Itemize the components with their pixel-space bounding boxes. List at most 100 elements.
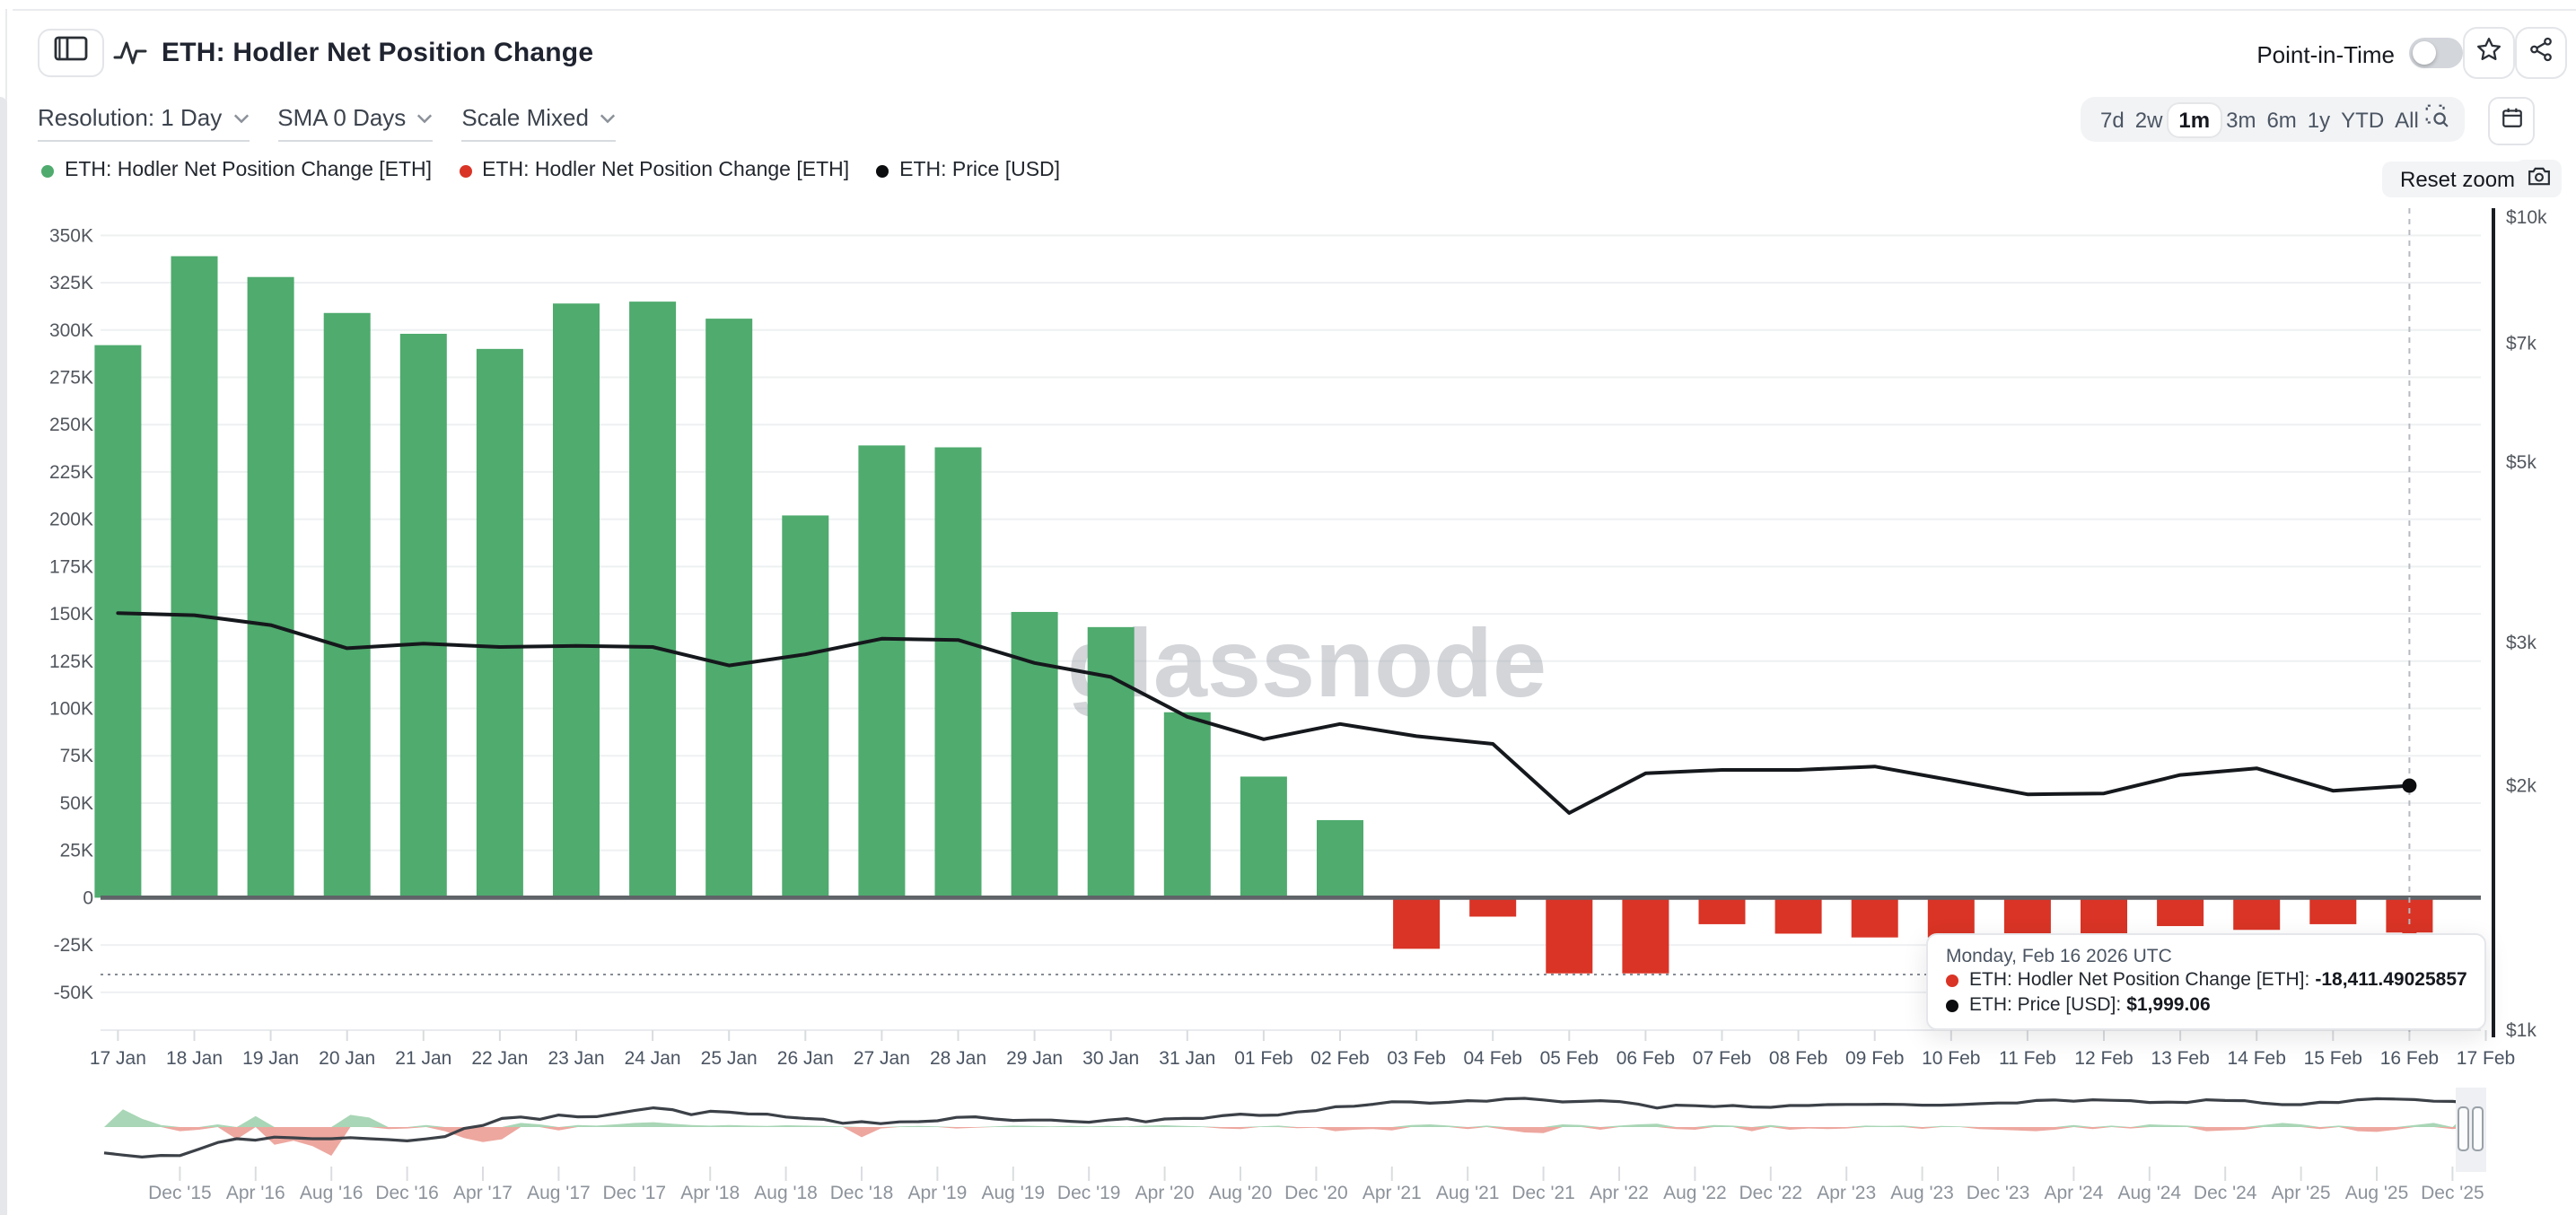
navigator-label: Aug '16 [300, 1183, 364, 1203]
range-option-6m[interactable]: 6m [2266, 107, 2297, 132]
range-option-7d[interactable]: 7d [2100, 107, 2125, 132]
top-divider [13, 9, 2576, 11]
bar-21-Jan[interactable] [399, 333, 447, 898]
bar-07-Feb[interactable] [1698, 897, 1746, 924]
x-axis-label: 14 Feb [2228, 1048, 2286, 1069]
navigator-label: Apr '25 [2272, 1183, 2331, 1203]
bar-10-Feb[interactable] [1927, 897, 1975, 938]
right-axis-tick: $5k [2506, 452, 2537, 473]
sma-dropdown-label: SMA 0 Days [277, 104, 407, 131]
left-edge-strip [0, 97, 7, 1215]
bar-13-Feb[interactable] [2157, 897, 2204, 927]
bar-22-Jan[interactable] [476, 348, 523, 898]
navigator-label: Apr '21 [1362, 1183, 1422, 1203]
x-axis-label: 07 Feb [1693, 1048, 1751, 1069]
screenshot-button[interactable] [2515, 160, 2562, 197]
reset-zoom-button[interactable]: Reset zoom [2382, 162, 2534, 197]
navigator-label: Apr '22 [1590, 1183, 1649, 1203]
range-option-2w[interactable]: 2w [2134, 107, 2163, 132]
calendar-icon [2500, 105, 2523, 137]
bar-15-Feb[interactable] [2309, 897, 2357, 924]
bar-27-Jan[interactable] [858, 445, 906, 898]
x-axis-label: 17 Feb [2457, 1048, 2515, 1069]
tooltip-row: ETH: Hodler Net Position Change [ETH]: -1… [1946, 969, 2467, 993]
right-axis-tick: $7k [2506, 333, 2537, 354]
bar-04-Feb[interactable] [1469, 897, 1517, 917]
bar-30-Jan[interactable] [1087, 626, 1135, 898]
bar-02-Feb[interactable] [1317, 819, 1363, 898]
navigator-label: Apr '18 [680, 1183, 740, 1203]
bar-08-Feb[interactable] [1774, 897, 1822, 934]
bar-12-Feb[interactable] [2081, 897, 2127, 936]
bar-14-Feb[interactable] [2233, 897, 2281, 931]
x-axis-label: 29 Jan [1006, 1048, 1063, 1069]
bar-23-Jan[interactable] [553, 303, 600, 898]
bar-28-Jan[interactable] [934, 447, 982, 898]
bar-11-Feb[interactable] [2003, 897, 2051, 934]
left-axis-tick: 275K [49, 367, 93, 388]
bar-19-Jan[interactable] [247, 276, 294, 898]
navigator-label: Apr '16 [226, 1183, 285, 1203]
legend-item-1[interactable]: ETH: Hodler Net Position Change [ETH] [459, 160, 849, 181]
navigator-label: Apr '24 [2044, 1183, 2103, 1203]
area-zoom-icon[interactable] [2424, 101, 2451, 137]
tooltip-row: ETH: Price [USD]: $1,999.06 [1946, 993, 2467, 1018]
sidebar-toggle-button[interactable] [38, 29, 104, 77]
left-axis-tick: 0 [83, 887, 93, 908]
bar-05-Feb[interactable] [1546, 897, 1593, 974]
sma-dropdown[interactable]: SMA 0 Days [277, 104, 434, 142]
navigator-handle-left[interactable] [2458, 1106, 2469, 1151]
sidebar-panel-icon [54, 36, 88, 70]
scale-dropdown[interactable]: Scale Mixed [461, 104, 616, 142]
bar-29-Jan[interactable] [1011, 611, 1058, 898]
navigator-label: Aug '24 [2118, 1183, 2182, 1203]
legend-dot [876, 164, 889, 177]
bar-09-Feb[interactable] [1851, 897, 1898, 938]
range-option-YTD[interactable]: YTD [2341, 107, 2385, 132]
toggle-knob [2413, 41, 2436, 65]
x-axis-label: 25 Jan [701, 1048, 758, 1069]
bar-01-Feb[interactable] [1240, 776, 1287, 898]
tooltip-series-label: ETH: Hodler Net Position Change [ETH]: -1… [1969, 969, 2467, 991]
x-axis-label: 09 Feb [1845, 1048, 1904, 1069]
left-axis-tick: 250K [49, 415, 93, 435]
tooltip-value: -18,411.49025857 [2315, 969, 2467, 991]
bar-03-Feb[interactable] [1393, 897, 1441, 949]
x-axis-label: 20 Jan [319, 1048, 375, 1069]
metric-pulse-icon [113, 38, 149, 66]
left-axis-tick: 300K [49, 320, 93, 341]
left-axis-tick: 25K [60, 841, 93, 861]
resolution-dropdown[interactable]: Resolution: 1 Day [38, 104, 250, 142]
point-in-time-toggle[interactable] [2409, 38, 2463, 68]
bar-20-Jan[interactable] [323, 312, 371, 898]
time-range-selector: 7d 2w 1m 3m 6m 1y YTD All [2081, 97, 2465, 142]
bar-24-Jan[interactable] [629, 302, 677, 898]
range-option-1y[interactable]: 1y [2307, 107, 2331, 132]
date-picker-button[interactable] [2488, 97, 2535, 145]
share-button[interactable] [2515, 27, 2567, 79]
navigator-label: Dec '21 [1511, 1183, 1575, 1203]
range-option-1m[interactable]: 1m [2168, 103, 2221, 135]
resolution-dropdown-label: Resolution: 1 Day [38, 104, 223, 131]
x-axis-label: 26 Jan [777, 1048, 834, 1069]
left-axis-tick: 200K [49, 510, 93, 530]
bar-17-Jan[interactable] [94, 345, 142, 898]
legend-item-0[interactable]: ETH: Hodler Net Position Change [ETH] [41, 160, 432, 181]
range-option-3m[interactable]: 3m [2226, 107, 2256, 132]
bar-31-Jan[interactable] [1163, 712, 1211, 898]
glassnode-watermark: glassnode [1067, 608, 1546, 717]
x-axis-label: 24 Jan [625, 1048, 681, 1069]
legend-item-2[interactable]: ETH: Price [USD] [876, 160, 1060, 181]
bar-06-Feb[interactable] [1622, 897, 1669, 974]
bar-26-Jan[interactable] [782, 515, 829, 898]
bar-25-Jan[interactable] [705, 319, 753, 898]
bar-18-Jan[interactable] [171, 256, 218, 898]
left-axis-tick: 325K [49, 273, 93, 293]
chart-tooltip: Monday, Feb 16 2026 UTC ETH: Hodler Net … [1926, 933, 2487, 1030]
range-option-All[interactable]: All [2395, 107, 2419, 132]
navigator-handle-right[interactable] [2472, 1106, 2484, 1151]
favorite-button[interactable] [2463, 27, 2515, 79]
navigator-label: Dec '16 [375, 1183, 439, 1203]
chevron-down-icon [600, 113, 616, 123]
